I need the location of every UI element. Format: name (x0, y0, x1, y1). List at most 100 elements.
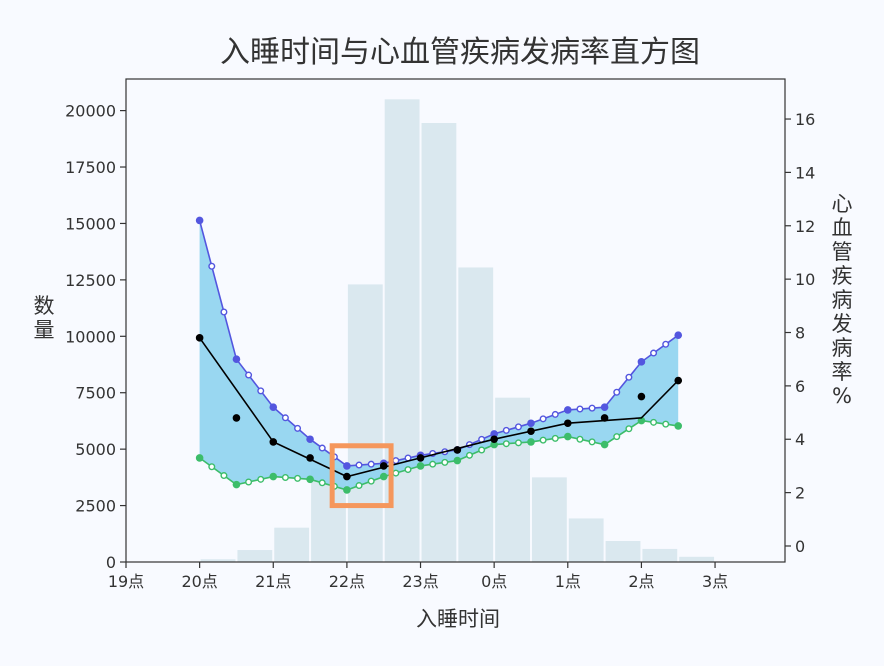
right-tick-label: 8 (795, 324, 805, 343)
right-tick-label: 2 (795, 484, 805, 503)
x-tick-label: 19点 (108, 572, 144, 591)
histogram-bar (605, 541, 641, 562)
right-tick-label: 10 (795, 270, 815, 289)
lower-mid-marker (551, 434, 559, 442)
upper-mid-marker (257, 387, 265, 395)
upper-point (600, 403, 609, 412)
left-tick-label: 2500 (75, 497, 116, 516)
upper-point (490, 430, 498, 438)
lower-mid-marker (367, 477, 375, 485)
upper-mid-marker (208, 262, 216, 270)
upper-mid-marker (355, 461, 363, 469)
upper-mid-marker (245, 371, 253, 379)
lower-mid-marker (245, 478, 253, 486)
left-tick-label: 7500 (75, 384, 116, 403)
left-tick-label: 15000 (65, 214, 116, 233)
mean-point (637, 392, 646, 401)
upper-mid-marker (514, 423, 522, 431)
lower-mid-marker (478, 446, 486, 454)
mean-point (306, 454, 314, 462)
lower-mid-marker (208, 463, 216, 471)
mean-point (453, 446, 462, 454)
upper-mid-marker (281, 414, 289, 422)
upper-mid-marker (662, 340, 670, 348)
histogram-bar (421, 123, 457, 562)
lower-point (453, 456, 462, 465)
lower-mid-marker (318, 479, 326, 487)
lower-mid-marker (429, 460, 437, 468)
lower-mid-marker (576, 435, 584, 443)
lower-point (343, 486, 351, 494)
upper-mid-marker (613, 388, 621, 396)
x-tick-label: 0点 (481, 572, 507, 591)
mean-point (416, 454, 425, 462)
lower-mid-marker (392, 469, 400, 477)
x-axis-label: 入睡时间 (416, 607, 500, 631)
upper-series (195, 216, 683, 470)
x-tick-label: 23点 (402, 572, 438, 591)
lower-mid-marker (502, 440, 510, 448)
confidence-band (199, 220, 679, 490)
mean-point (490, 435, 498, 444)
left-tick-label: 10000 (65, 327, 116, 346)
x-tick-label: 20点 (181, 572, 217, 591)
histogram-bar (274, 527, 310, 562)
lower-point (416, 462, 425, 470)
x-tick-label: 22点 (329, 572, 365, 591)
highlight-box (329, 443, 394, 509)
upper-point (232, 355, 241, 363)
left-axis-ticks: 0 2500 5000 7500 10000 12500 15000 17500 20000 (65, 102, 126, 572)
upper-point (306, 435, 314, 444)
lower-point (232, 480, 241, 489)
left-tick-label: 5000 (75, 440, 116, 459)
upper-point (637, 358, 646, 366)
mean-point (379, 462, 388, 470)
x-tick-label: 3点 (702, 572, 728, 591)
right-tick-label: 12 (795, 217, 815, 236)
left-tick-label: 0 (106, 553, 116, 572)
upper-mid-marker (220, 308, 228, 316)
upper-mid-marker (588, 404, 596, 412)
lower-mid-marker (625, 425, 633, 433)
upper-mid-marker (650, 349, 658, 357)
upper-point (269, 403, 278, 412)
right-axis-label: 心血管疾病发病率% (832, 192, 853, 408)
mean-point (527, 427, 535, 436)
lower-mid-marker (613, 433, 621, 441)
lower-mid-marker (441, 458, 449, 466)
lower-series (195, 416, 683, 494)
lower-point (563, 432, 572, 441)
histogram-bar (237, 550, 273, 562)
mean-point (269, 438, 278, 446)
lower-mid-marker (220, 472, 228, 480)
upper-point (527, 419, 535, 428)
lower-mid-marker (355, 482, 363, 490)
histogram-bar (642, 548, 678, 562)
right-axis-ticks: 0 2 4 6 8 10 12 14 16 (785, 110, 815, 556)
left-tick-label: 17500 (65, 158, 116, 177)
upper-mid-marker (539, 415, 547, 423)
upper-point (195, 216, 204, 225)
mean-point (674, 376, 683, 385)
lower-mid-marker (539, 436, 547, 444)
histogram-bars (200, 99, 715, 563)
histogram-bar (200, 559, 236, 562)
lower-mid-marker (294, 474, 302, 482)
lower-mid-marker (257, 475, 265, 483)
upper-mid-marker (392, 457, 400, 465)
histogram-bar (679, 556, 715, 562)
lower-mid-marker (514, 439, 522, 447)
mean-point (600, 414, 609, 422)
right-tick-label: 0 (795, 537, 805, 556)
chart-title: 入睡时间与心血管疾病发病率直方图 (220, 35, 700, 70)
left-axis-label: 数量 (34, 294, 55, 342)
upper-mid-marker (502, 426, 510, 434)
x-tick-label: 1点 (555, 572, 581, 591)
right-tick-label: 14 (795, 163, 815, 182)
x-tick-label: 2点 (628, 572, 654, 591)
lower-mid-marker (465, 451, 473, 459)
lower-mid-marker (662, 420, 670, 428)
mean-series (195, 334, 683, 481)
upper-mid-marker (625, 373, 633, 381)
